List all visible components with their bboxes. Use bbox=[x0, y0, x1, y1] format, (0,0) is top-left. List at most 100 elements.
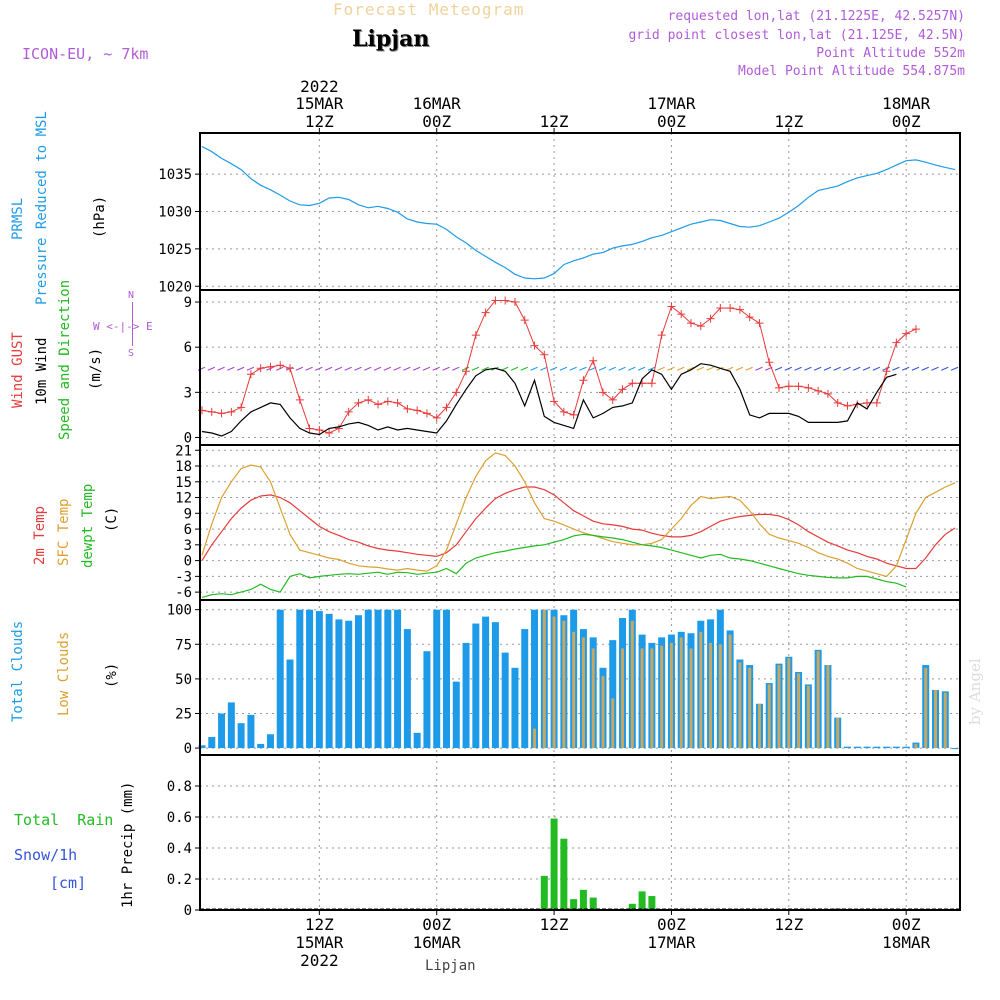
gust-point bbox=[823, 389, 832, 398]
gust-point bbox=[334, 424, 343, 433]
top-hour-label: 00Z bbox=[422, 112, 451, 131]
bottom-date-label: 15MAR bbox=[295, 933, 344, 952]
wind-direction-barb bbox=[236, 366, 245, 371]
top-date-label: 18MAR bbox=[882, 94, 931, 113]
top-hour-label: 00Z bbox=[657, 112, 686, 131]
rain-bar bbox=[628, 903, 636, 910]
compass-south: S bbox=[128, 348, 135, 359]
wind-direction-barb bbox=[872, 366, 881, 371]
gust-point bbox=[872, 398, 881, 407]
gust-point bbox=[383, 397, 392, 406]
wind-direction-barb bbox=[471, 366, 480, 371]
wind-direction-barb bbox=[784, 366, 792, 371]
wind-direction-barb bbox=[422, 366, 431, 371]
gust-point bbox=[696, 322, 705, 331]
wind-direction-barb bbox=[941, 366, 949, 371]
gust-point bbox=[608, 395, 617, 404]
gust-point bbox=[628, 379, 637, 388]
gust-point bbox=[892, 338, 901, 347]
pressure-line bbox=[201, 145, 956, 280]
y-tick-label: 0 bbox=[184, 430, 192, 446]
top-hour-label: 12Z bbox=[540, 112, 569, 131]
total-cloud-bar bbox=[443, 609, 450, 749]
gust-point bbox=[374, 400, 383, 409]
low-cloud-bar bbox=[757, 703, 761, 749]
low-cloud-bar bbox=[943, 692, 947, 749]
low-cloud-bar bbox=[542, 609, 546, 749]
gust-point bbox=[237, 403, 246, 412]
y-tick-label: 0.4 bbox=[167, 841, 192, 857]
gust-point bbox=[657, 331, 666, 340]
wind-direction-barb bbox=[618, 366, 626, 371]
total-cloud-bar bbox=[354, 615, 362, 749]
wind-direction-barb bbox=[813, 366, 822, 371]
wind-direction-barb bbox=[755, 366, 763, 371]
gust-point bbox=[432, 413, 441, 422]
total-cloud-bar bbox=[227, 702, 235, 749]
wind-direction-barb bbox=[598, 366, 607, 371]
y-tick-label: 18 bbox=[175, 459, 192, 475]
total-cloud-bar bbox=[247, 714, 255, 749]
bottom-year-label: 2022 bbox=[300, 951, 339, 970]
gust-point bbox=[618, 385, 627, 394]
wind-direction-barb bbox=[481, 366, 489, 371]
wind-direction-barb bbox=[246, 366, 255, 371]
wind-direction-barb bbox=[843, 366, 851, 371]
y-tick-label: 1025 bbox=[158, 242, 192, 258]
wind-direction-barb bbox=[383, 366, 392, 371]
total-cloud-bar bbox=[951, 748, 959, 750]
wind-direction-barb bbox=[794, 366, 802, 371]
wind-direction-barb bbox=[295, 366, 303, 371]
rain-bar bbox=[560, 838, 568, 910]
wind-direction-barb bbox=[344, 366, 352, 371]
gust-point bbox=[559, 407, 568, 416]
wind-direction-barb bbox=[217, 366, 225, 371]
p5-label-rain: Total Rain bbox=[14, 811, 114, 829]
gust-point bbox=[794, 382, 803, 391]
rain-bar bbox=[550, 818, 558, 910]
wind-direction-barb bbox=[696, 366, 704, 371]
gust-point bbox=[403, 404, 412, 413]
gust-point bbox=[667, 302, 676, 311]
total-cloud-bar bbox=[462, 642, 470, 749]
bottom-date-label: 16MAR bbox=[413, 933, 462, 952]
total-cloud-bar bbox=[325, 613, 333, 749]
rain-bar bbox=[589, 897, 597, 910]
gust-point bbox=[745, 313, 754, 322]
low-cloud-bar bbox=[581, 637, 585, 749]
y-tick-label: 0.6 bbox=[167, 810, 192, 826]
wind-direction-barb bbox=[950, 366, 959, 371]
gust-point bbox=[755, 319, 764, 328]
gust-line bbox=[201, 300, 917, 434]
low-cloud-bar bbox=[826, 665, 830, 749]
wind-direction-barb bbox=[324, 366, 333, 371]
top-hour-label: 12Z bbox=[305, 112, 334, 131]
wind-direction-barb bbox=[412, 366, 421, 371]
wind-direction-barb bbox=[452, 366, 460, 371]
y-tick-label: 0 bbox=[184, 903, 192, 919]
compass-north: N bbox=[128, 290, 135, 301]
gust-point bbox=[315, 425, 324, 434]
y-tick-label: 100 bbox=[167, 603, 192, 619]
gust-point bbox=[598, 388, 607, 397]
gust-point bbox=[579, 376, 588, 385]
gust-point bbox=[276, 361, 285, 370]
total-cloud-bar bbox=[315, 611, 323, 749]
total-cloud-bar bbox=[345, 620, 353, 749]
low-cloud-bar bbox=[728, 634, 732, 749]
total-cloud-bar bbox=[873, 746, 881, 749]
y-tick-label: 12 bbox=[175, 491, 192, 507]
total-cloud-bar bbox=[883, 746, 891, 749]
rain-bar bbox=[648, 896, 656, 910]
total-cloud-bar bbox=[433, 609, 441, 749]
wind-direction-barb bbox=[530, 366, 538, 371]
footer-station: Lipjan bbox=[425, 958, 476, 974]
low-cloud-bar bbox=[738, 662, 742, 749]
bottom-hour-label: 00Z bbox=[422, 915, 451, 934]
low-cloud-bar bbox=[689, 648, 693, 749]
station-title: Lipjan bbox=[352, 26, 430, 52]
total-cloud-bar bbox=[853, 746, 861, 749]
wind-direction-barb bbox=[540, 366, 548, 371]
gust-point bbox=[217, 409, 226, 418]
compass-west-east: W <-|-> E bbox=[93, 320, 153, 333]
